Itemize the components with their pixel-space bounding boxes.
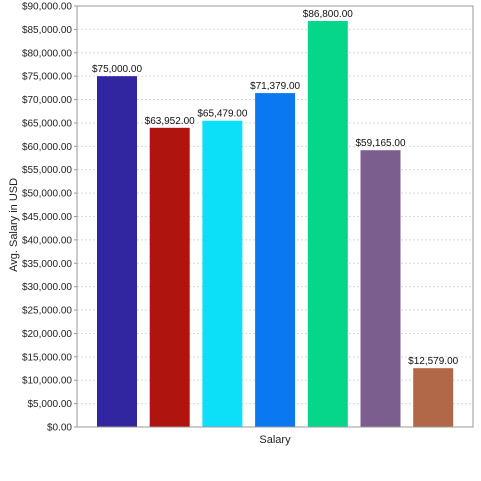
y-tick-label: $20,000.00 (22, 329, 72, 340)
bar-value-label: $65,479.00 (197, 109, 247, 120)
bar (149, 127, 190, 428)
bar-value-label: $71,379.00 (250, 81, 300, 92)
bar (97, 76, 137, 427)
y-tick-label: $75,000.00 (22, 72, 72, 83)
y-tick-label: $50,000.00 (22, 189, 72, 200)
y-tick-label: $65,000.00 (22, 118, 72, 129)
bar-value-label: $86,800.00 (303, 9, 353, 20)
bar-value-label: $59,165.00 (355, 138, 405, 149)
y-tick-label: $90,000.00 (22, 2, 72, 13)
y-tick-label: $0.00 (47, 423, 72, 434)
bars (97, 21, 454, 428)
data-labels: $75,000.00 $63,952.00$65,479.00 $71,379.00… (92, 9, 459, 367)
bar (360, 150, 401, 427)
x-axis-title: Salary (259, 434, 291, 446)
bar-value-label: $75,000.00 (92, 64, 142, 75)
y-tick-label: $35,000.00 (22, 259, 72, 270)
y-tick-label: $15,000.00 (22, 352, 72, 363)
bar (255, 93, 296, 427)
y-tick-label: $80,000.00 (22, 48, 72, 59)
y-tick-label: $40,000.00 (22, 235, 72, 246)
y-tick-label: $70,000.00 (22, 95, 72, 106)
y-tick-label: $60,000.00 (22, 142, 72, 153)
y-axis-ticks: $0.00 $5,000.00 $10,000.00 $15,000.00 $20,00… (22, 2, 77, 434)
bar-value-label: $63,952.00 (145, 116, 195, 127)
plot-area-border (76, 5, 474, 428)
y-tick-label: $5,000.00 (28, 399, 73, 410)
bar (307, 21, 348, 427)
bar-value-label: $12,579.00 (408, 356, 458, 367)
y-tick-label: $10,000.00 (22, 376, 72, 387)
bar (413, 368, 454, 427)
y-tick-label: $25,000.00 (22, 306, 72, 317)
y-tick-label: $45,000.00 (22, 212, 72, 223)
y-tick-label: $85,000.00 (22, 25, 72, 36)
y-tick-label: $55,000.00 (22, 165, 72, 176)
y-tick-label: $30,000.00 (22, 282, 72, 293)
bar (202, 120, 243, 427)
y-axis-title: Avg. Salary in USD (8, 178, 20, 272)
